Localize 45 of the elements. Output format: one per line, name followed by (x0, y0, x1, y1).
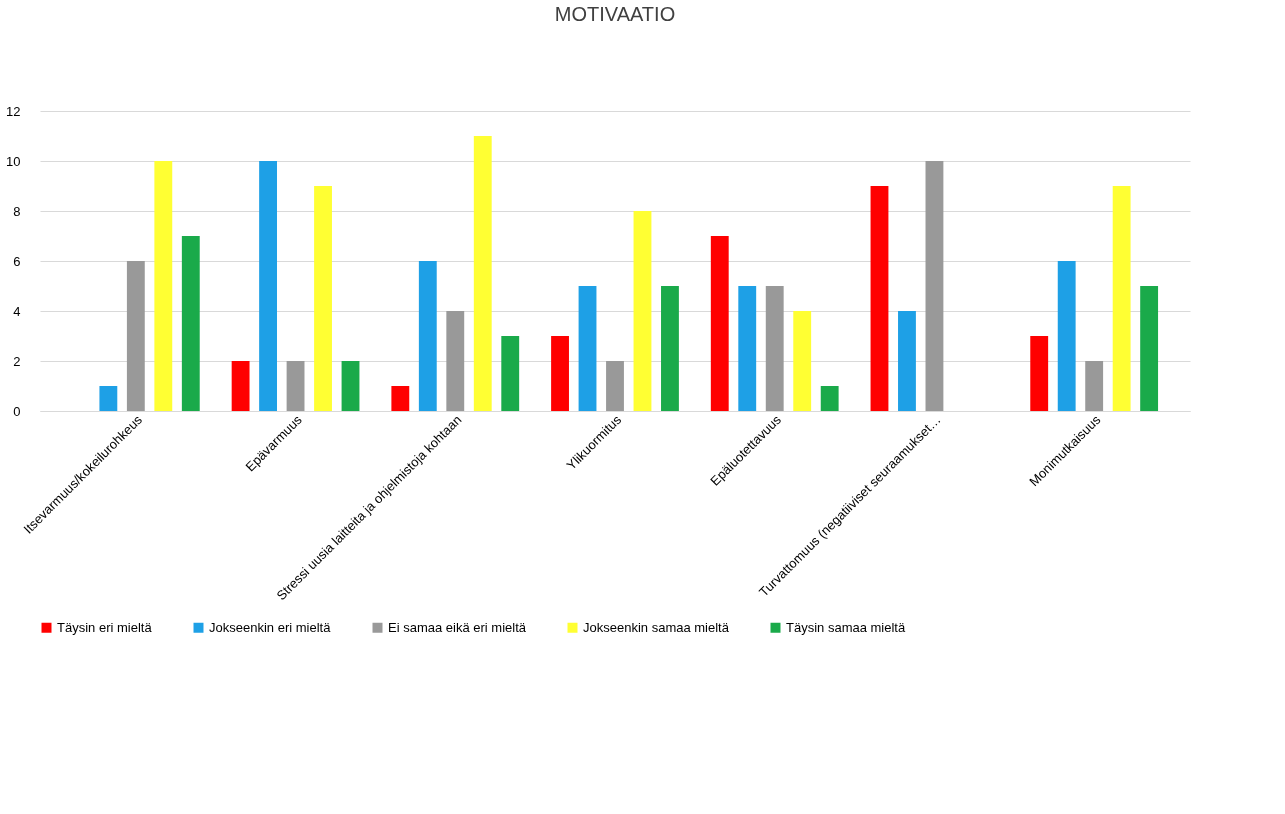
y-tick-label: 6 (13, 253, 21, 269)
bar (606, 361, 624, 411)
bar (341, 361, 360, 411)
bar (633, 211, 652, 411)
y-tick-label: 8 (13, 203, 21, 219)
bar (126, 261, 145, 411)
bar (765, 286, 784, 411)
bar (1030, 336, 1049, 411)
bar (1140, 286, 1159, 411)
legend-label: Ei samaa eikä eri mieltä (388, 619, 527, 635)
y-tick-label: 12 (6, 103, 21, 119)
bar (925, 161, 944, 411)
bar (501, 336, 520, 411)
bar (870, 186, 889, 411)
bar (578, 286, 597, 411)
legend-label: Jokseenkin samaa mieltä (583, 619, 730, 635)
bar (793, 311, 812, 411)
legend-label: Täysin samaa mieltä (786, 619, 906, 635)
bar (418, 261, 437, 411)
chart-title: MOTIVAATIO (554, 3, 676, 25)
legend-label: Jokseenkin eri mieltä (209, 619, 332, 635)
bar (551, 336, 569, 411)
bar (1085, 361, 1104, 411)
bar (710, 236, 729, 411)
bar (473, 136, 492, 411)
bar (820, 386, 839, 411)
bar (181, 236, 200, 411)
bar (1112, 186, 1131, 411)
bar (738, 286, 757, 411)
bar (898, 311, 916, 411)
y-tick-label: 0 (13, 403, 21, 419)
legend-label: Täysin eri mieltä (57, 619, 153, 635)
bar (99, 386, 118, 411)
bar (154, 161, 173, 411)
y-tick-label: 4 (13, 303, 21, 319)
bar (286, 361, 305, 411)
bar (231, 361, 250, 411)
bar (259, 161, 278, 411)
bar (391, 386, 410, 411)
bar (314, 186, 332, 411)
bar (1057, 261, 1076, 411)
y-tick-label: 2 (13, 353, 21, 369)
bar (446, 311, 465, 411)
bar (661, 286, 679, 411)
y-tick-label: 10 (6, 153, 21, 169)
